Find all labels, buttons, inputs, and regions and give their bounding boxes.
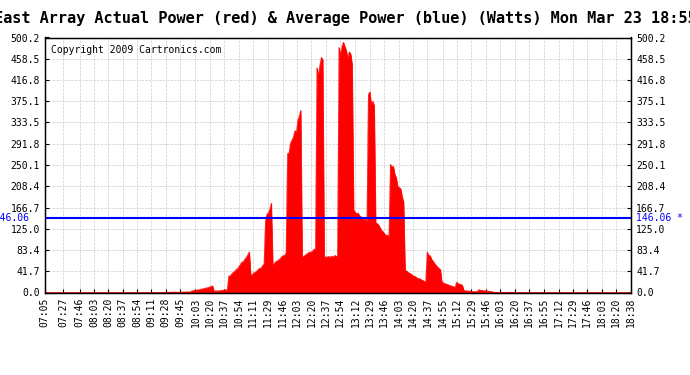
Text: East Array Actual Power (red) & Average Power (blue) (Watts) Mon Mar 23 18:55: East Array Actual Power (red) & Average … — [0, 11, 690, 26]
Text: * 146.06: * 146.06 — [0, 213, 30, 223]
Text: 146.06 *: 146.06 * — [635, 213, 682, 223]
Text: Copyright 2009 Cartronics.com: Copyright 2009 Cartronics.com — [51, 45, 221, 55]
